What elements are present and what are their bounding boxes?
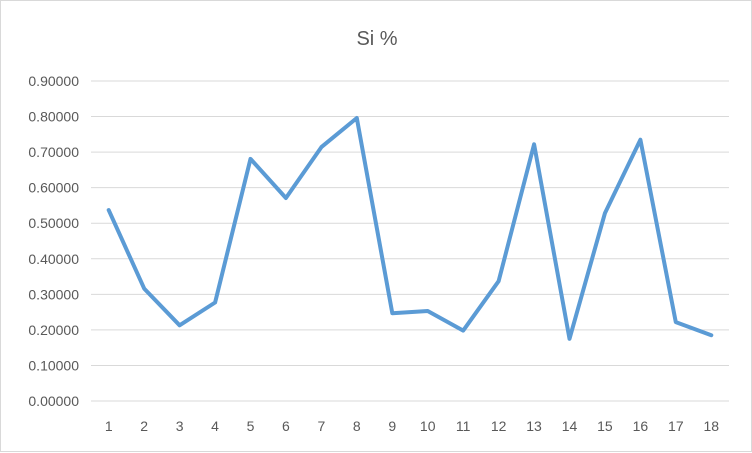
x-tick-label: 7 xyxy=(317,418,325,434)
x-tick-label: 3 xyxy=(176,418,184,434)
x-tick-label: 1 xyxy=(105,418,113,434)
x-tick-label: 17 xyxy=(668,418,684,434)
chart-title: Si % xyxy=(356,28,397,50)
series-line xyxy=(106,116,714,341)
y-tick-label: 0.40000 xyxy=(28,251,79,267)
x-tick-label: 13 xyxy=(526,418,542,434)
x-tick-label: 11 xyxy=(456,418,471,434)
y-axis-ticks: 0.00000 0.10000 0.20000 0.30000 0.40000 0.500… xyxy=(28,73,79,409)
x-axis-ticks: 1 2 3 4 5 6 7 8 9 10 11 12 13 14 15 16 17 18 xyxy=(105,418,719,434)
x-tick-label: 15 xyxy=(597,418,613,434)
series-group xyxy=(106,116,714,341)
x-tick-label: 6 xyxy=(282,418,290,434)
x-tick-label: 2 xyxy=(140,418,148,434)
y-tick-label: 0.70000 xyxy=(28,144,79,160)
y-tick-label: 0.80000 xyxy=(28,109,79,125)
y-tick-label: 0.20000 xyxy=(28,322,79,338)
x-tick-label: 12 xyxy=(491,418,507,434)
x-tick-label: 10 xyxy=(420,418,436,434)
y-tick-label: 0.90000 xyxy=(28,73,79,89)
gridlines xyxy=(91,80,729,402)
x-tick-label: 16 xyxy=(633,418,649,434)
x-tick-label: 4 xyxy=(211,418,219,434)
y-tick-label: 0.60000 xyxy=(28,180,79,196)
y-tick-label: 0.50000 xyxy=(28,215,79,231)
x-tick-label: 18 xyxy=(703,418,719,434)
x-tick-label: 9 xyxy=(388,418,396,434)
y-tick-label: 0.30000 xyxy=(28,286,79,302)
x-tick-label: 8 xyxy=(353,418,361,434)
y-tick-label: 0.10000 xyxy=(28,357,79,373)
x-tick-label: 14 xyxy=(562,418,578,434)
y-tick-label: 0.00000 xyxy=(28,393,79,409)
x-tick-label: 5 xyxy=(247,418,255,434)
